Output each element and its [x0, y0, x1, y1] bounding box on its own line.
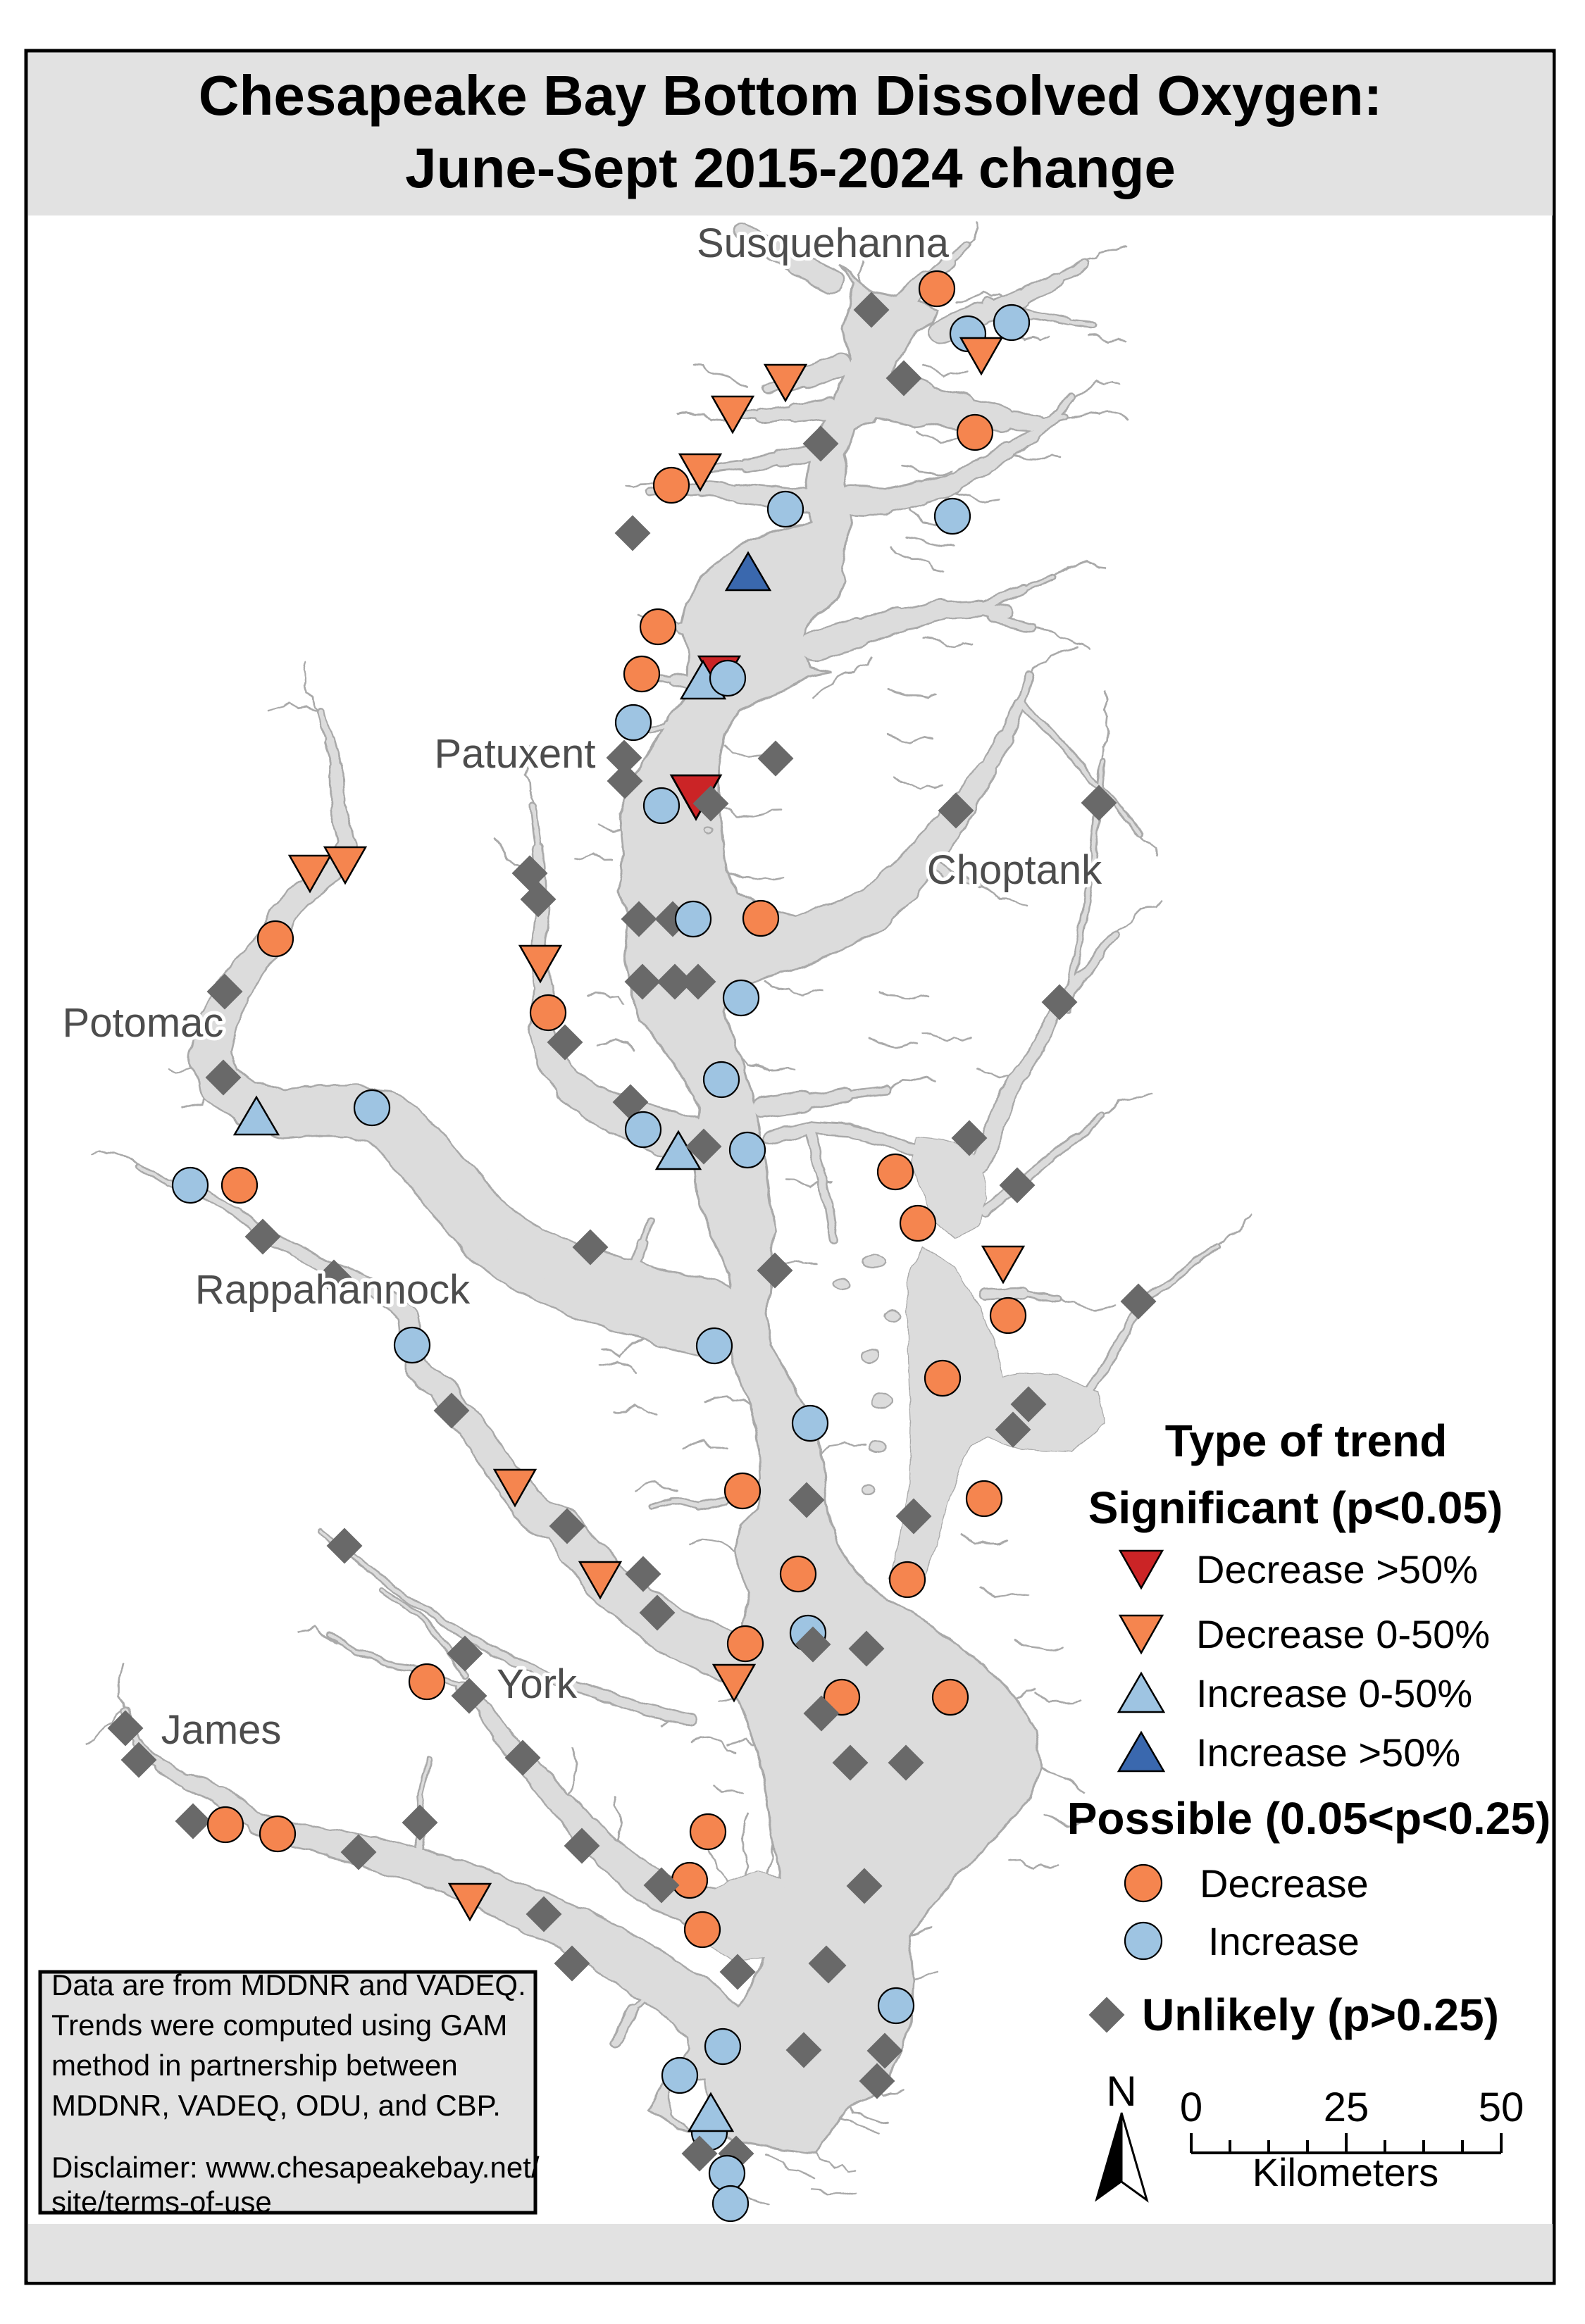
- svg-text:25: 25: [1324, 2085, 1369, 2130]
- svg-text:James: James: [161, 1707, 282, 1753]
- svg-text:Rappahannock: Rappahannock: [195, 1267, 471, 1313]
- svg-text:N: N: [1106, 2068, 1136, 2115]
- svg-text:Type of trend: Type of trend: [1165, 1416, 1448, 1466]
- svg-text:Disclaimer: www.chesapeakebay.: Disclaimer: www.chesapeakebay.net/: [51, 2151, 540, 2184]
- svg-text:Potomac: Potomac: [63, 1000, 224, 1046]
- svg-text:Data are from MDDNR and VADEQ.: Data are from MDDNR and VADEQ.: [51, 1968, 526, 2001]
- svg-text:0: 0: [1180, 2085, 1202, 2130]
- svg-text:Choptank: Choptank: [927, 847, 1102, 893]
- svg-text:50: 50: [1479, 2085, 1524, 2130]
- svg-text:Increase 0-50%: Increase 0-50%: [1196, 1671, 1472, 1716]
- svg-text:Possible (0.05<p<0.25): Possible (0.05<p<0.25): [1067, 1793, 1551, 1844]
- svg-text:Increase >50%: Increase >50%: [1196, 1730, 1460, 1775]
- svg-text:Increase: Increase: [1208, 1919, 1360, 1963]
- svg-text:Decrease: Decrease: [1200, 1861, 1369, 1906]
- svg-text:Decrease 0-50%: Decrease 0-50%: [1196, 1612, 1490, 1656]
- svg-text:June-Sept 2015-2024 change: June-Sept 2015-2024 change: [405, 137, 1176, 199]
- svg-text:Patuxent: Patuxent: [435, 731, 596, 777]
- svg-text:MDDNR, VADEQ, ODU, and CBP.: MDDNR, VADEQ, ODU, and CBP.: [51, 2089, 501, 2122]
- svg-text:York: York: [497, 1661, 578, 1707]
- svg-text:Chesapeake Bay Bottom Dissolve: Chesapeake Bay Bottom Dissolved Oxygen:: [199, 64, 1383, 127]
- svg-text:site/terms-of-use: site/terms-of-use: [51, 2185, 272, 2218]
- svg-text:Trends were computed using GAM: Trends were computed using GAM: [51, 2008, 507, 2042]
- svg-text:method in partnership between: method in partnership between: [51, 2049, 458, 2082]
- svg-text:Kilometers: Kilometers: [1253, 2150, 1439, 2194]
- svg-text:Unlikely (p>0.25): Unlikely (p>0.25): [1142, 1989, 1499, 2040]
- svg-text:Significant (p<0.05): Significant (p<0.05): [1088, 1482, 1503, 1533]
- svg-text:Susquehanna: Susquehanna: [697, 220, 950, 266]
- svg-text:Decrease >50%: Decrease >50%: [1196, 1547, 1478, 1592]
